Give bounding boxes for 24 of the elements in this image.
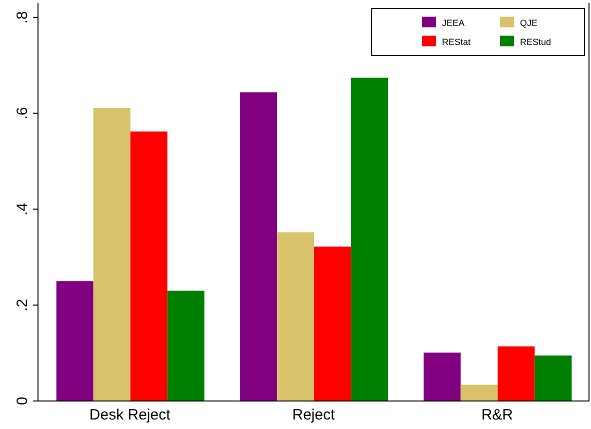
legend-label: JEEA — [442, 17, 466, 30]
bar — [240, 92, 278, 401]
bar — [167, 290, 204, 401]
y-tick-label: 0 — [14, 396, 31, 406]
bar — [460, 384, 498, 401]
y-tick-label: .6 — [14, 107, 31, 120]
y-tick-label: .2 — [14, 298, 31, 312]
x-tick-label: R&R — [481, 406, 514, 424]
legend-label: REStud — [520, 36, 552, 49]
y-tick-label: .8 — [14, 11, 31, 24]
x-tick-label: Desk Reject — [89, 406, 172, 424]
legend-label: REStat — [442, 36, 472, 49]
y-tick-label: .4 — [14, 202, 31, 216]
x-tick-label: Reject — [292, 406, 336, 424]
bar — [56, 281, 94, 401]
bar — [93, 108, 130, 401]
bar — [314, 246, 352, 401]
bar — [534, 355, 572, 401]
bar — [424, 352, 461, 401]
legend-label: QJE — [520, 17, 539, 30]
bar — [130, 132, 168, 401]
bar — [277, 232, 314, 401]
bar — [498, 346, 535, 401]
bar — [351, 78, 388, 401]
